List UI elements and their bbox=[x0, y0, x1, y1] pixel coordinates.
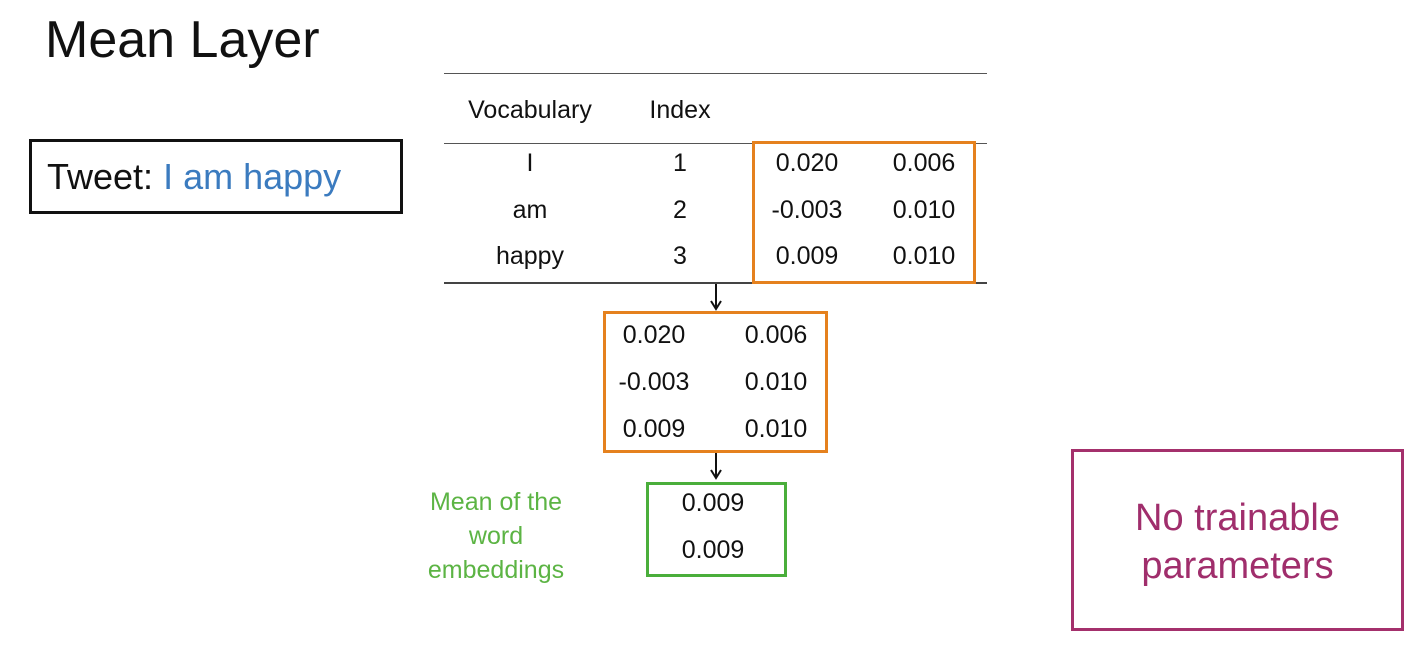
mean-label-line: word bbox=[468, 522, 524, 550]
mean-label: Mean of the word embeddings bbox=[411, 485, 581, 587]
tweet-box: Tweet: I am happy bbox=[29, 139, 403, 214]
table-row-word: I bbox=[526, 149, 534, 177]
table-row-word: happy bbox=[495, 242, 565, 270]
mean-vector-box bbox=[646, 482, 787, 577]
table-top-rule bbox=[444, 73, 987, 74]
extracted-value: 0.006 bbox=[744, 321, 808, 349]
note-line: parameters bbox=[1141, 545, 1334, 587]
note-box: No trainable parameters bbox=[1071, 449, 1404, 631]
table-row-word: am bbox=[512, 196, 548, 224]
note-line: No trainable bbox=[1135, 497, 1340, 539]
table-header-rule bbox=[444, 143, 987, 144]
slide-title: Mean Layer bbox=[45, 11, 320, 69]
down-arrow-icon bbox=[710, 453, 722, 480]
table-row-index: 3 bbox=[673, 242, 687, 270]
table-bottom-rule bbox=[444, 282, 987, 284]
tweet-text: I am happy bbox=[163, 156, 342, 197]
extracted-matrix-box bbox=[603, 311, 828, 453]
mean-label-line: embeddings bbox=[427, 556, 565, 584]
embedding-matrix-box bbox=[752, 141, 976, 284]
embedding-value: 0.009 bbox=[775, 242, 839, 270]
header-index: Index bbox=[649, 96, 711, 124]
mean-value: 0.009 bbox=[681, 489, 745, 517]
embedding-value: -0.003 bbox=[771, 196, 843, 224]
header-vocabulary: Vocabulary bbox=[468, 96, 592, 124]
table-row-index: 2 bbox=[673, 196, 687, 224]
tweet-prefix: Tweet: bbox=[47, 156, 154, 197]
extracted-value: -0.003 bbox=[618, 368, 690, 396]
embedding-value: 0.010 bbox=[892, 196, 956, 224]
note-text: No trainable parameters bbox=[1074, 494, 1401, 590]
extracted-value: 0.010 bbox=[744, 415, 808, 443]
down-arrow-icon bbox=[710, 284, 722, 311]
embedding-value: 0.020 bbox=[775, 149, 839, 177]
embedding-value: 0.010 bbox=[892, 242, 956, 270]
extracted-value: 0.009 bbox=[622, 415, 686, 443]
embedding-value: 0.006 bbox=[892, 149, 956, 177]
table-row-index: 1 bbox=[673, 149, 687, 177]
mean-label-line: Mean of the bbox=[429, 488, 563, 516]
extracted-value: 0.010 bbox=[744, 368, 808, 396]
extracted-value: 0.020 bbox=[622, 321, 686, 349]
mean-value: 0.009 bbox=[681, 536, 745, 564]
